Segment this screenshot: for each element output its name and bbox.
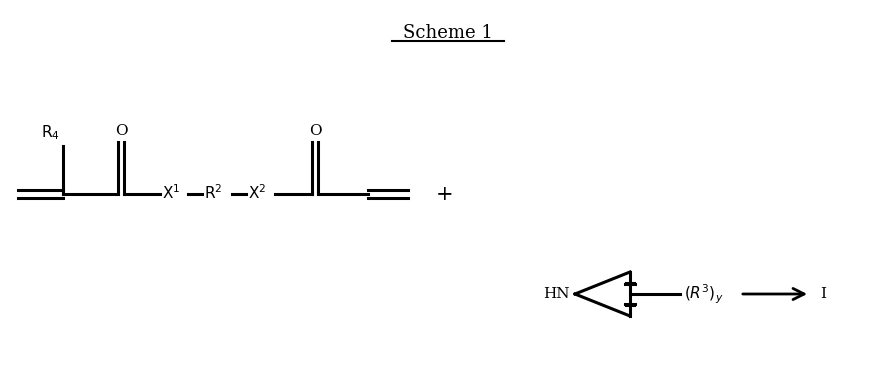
Text: $\mathrm{R_4}$: $\mathrm{R_4}$ [40, 123, 59, 142]
Text: I: I [820, 287, 826, 301]
Text: $(R^3)_y$: $(R^3)_y$ [684, 282, 723, 305]
Text: Scheme 1: Scheme 1 [403, 24, 493, 42]
Text: O: O [115, 124, 127, 138]
Text: $\mathrm{X^2}$: $\mathrm{X^2}$ [248, 184, 266, 202]
Text: $\mathrm{R^2}$: $\mathrm{R^2}$ [204, 184, 222, 202]
Text: HN: HN [544, 287, 570, 301]
Text: O: O [309, 124, 322, 138]
Text: +: + [436, 185, 453, 204]
Text: $\mathrm{X^1}$: $\mathrm{X^1}$ [162, 184, 180, 202]
